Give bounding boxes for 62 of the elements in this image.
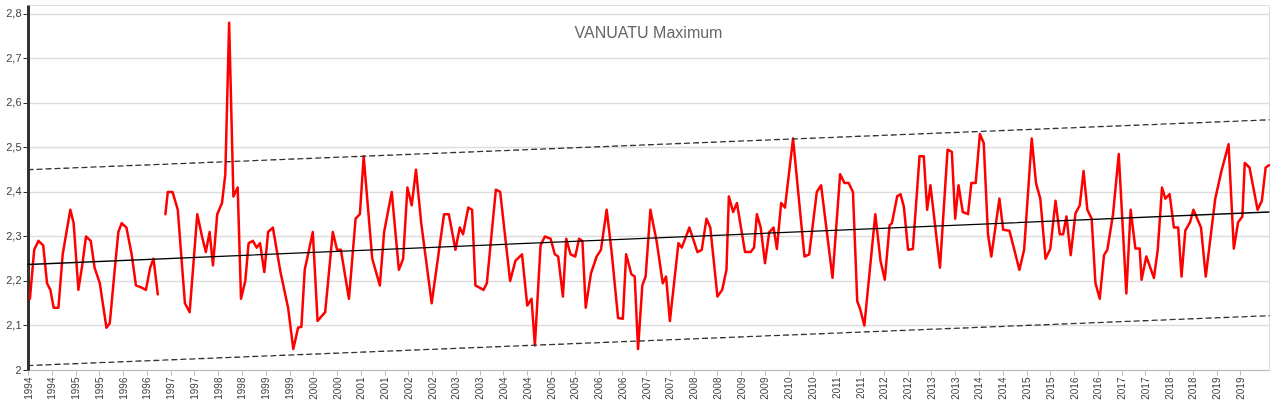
text: VANUATU Maximum (574, 24, 723, 41)
x-tick-label: 2007 (664, 377, 676, 400)
x-tick-label: 2000 (307, 377, 319, 400)
x-tick-label: 1999 (260, 377, 272, 400)
y-tick-label: 2,1 (6, 318, 22, 331)
y-tick-label: 2,8 (6, 7, 22, 20)
x-tick-label: 2003 (450, 377, 462, 400)
x-tick-label: 2019 (1234, 377, 1246, 400)
x-tick-label: 2015 (1044, 377, 1056, 400)
x-tick-label: 2000 (331, 377, 343, 400)
x-tick-label: 2012 (902, 377, 914, 400)
x-tick-label: 2001 (355, 377, 367, 400)
x-tick-label: 1994 (46, 377, 58, 400)
x-tick-label: 2018 (1163, 377, 1175, 400)
x-tick-label: 2014 (973, 377, 985, 400)
x-tick-label: 2017 (1139, 377, 1151, 400)
x-tick-label: 1997 (165, 377, 177, 400)
x-tick-label: 2014 (997, 377, 1009, 400)
y-tick-label: 2,5 (6, 140, 22, 153)
y-tick-label: 2,3 (6, 229, 22, 242)
x-tick-label: 1995 (70, 377, 82, 400)
x-tick-label: 1996 (141, 377, 153, 400)
x-tick-label: 2010 (783, 377, 795, 400)
x-tick-label: 2009 (759, 377, 771, 400)
x-tick-label: 2016 (1068, 377, 1080, 400)
x-tick-label: 2009 (735, 377, 747, 400)
x-tick-label: 2006 (593, 377, 605, 400)
x-tick-label: 2005 (569, 377, 581, 400)
x-tick-label: 2010 (807, 377, 819, 400)
y-tick-label: 2,2 (6, 274, 22, 287)
y-tick-label: 2,4 (6, 185, 22, 198)
x-tick-label: 2013 (925, 377, 937, 400)
x-tick-label: 1994 (22, 377, 34, 400)
x-tick-label: 1997 (188, 377, 200, 400)
x-tick-label: 2008 (688, 377, 700, 400)
y-tick-label: 2 (15, 363, 22, 376)
x-tick-label: 2008 (711, 377, 723, 400)
x-tick-label: 1996 (117, 377, 129, 400)
x-tick-label: 2018 (1187, 377, 1199, 400)
x-tick-label: 2004 (521, 377, 533, 400)
x-tick-label: 2019 (1211, 377, 1223, 400)
x-tick-label: 2007 (640, 377, 652, 400)
x-tick-label: 2001 (379, 377, 391, 400)
y-tick-label: 2,7 (6, 51, 22, 64)
x-tick-label: 2006 (616, 377, 628, 400)
x-tick-label: 2002 (402, 377, 414, 400)
x-tick-label: 2011 (854, 377, 866, 400)
y-tick-label: 2,6 (6, 96, 22, 109)
x-tick-label: 1998 (212, 377, 224, 400)
x-tick-label: 2002 (426, 377, 438, 400)
x-tick-label: 2016 (1092, 377, 1104, 400)
x-tick-label: 2013 (949, 377, 961, 400)
x-tick-label: 2011 (830, 377, 842, 400)
x-tick-label: 2004 (497, 377, 509, 400)
x-tick-label: 2005 (545, 377, 557, 400)
x-tick-label: 1995 (93, 377, 105, 400)
x-tick-label: 2017 (1116, 377, 1128, 400)
x-tick-label: 1998 (236, 377, 248, 400)
x-tick-label: 2015 (1021, 377, 1033, 400)
x-tick-label: 2012 (878, 377, 890, 400)
x-tick-label: 2003 (474, 377, 486, 400)
x-tick-label: 1999 (284, 377, 296, 400)
